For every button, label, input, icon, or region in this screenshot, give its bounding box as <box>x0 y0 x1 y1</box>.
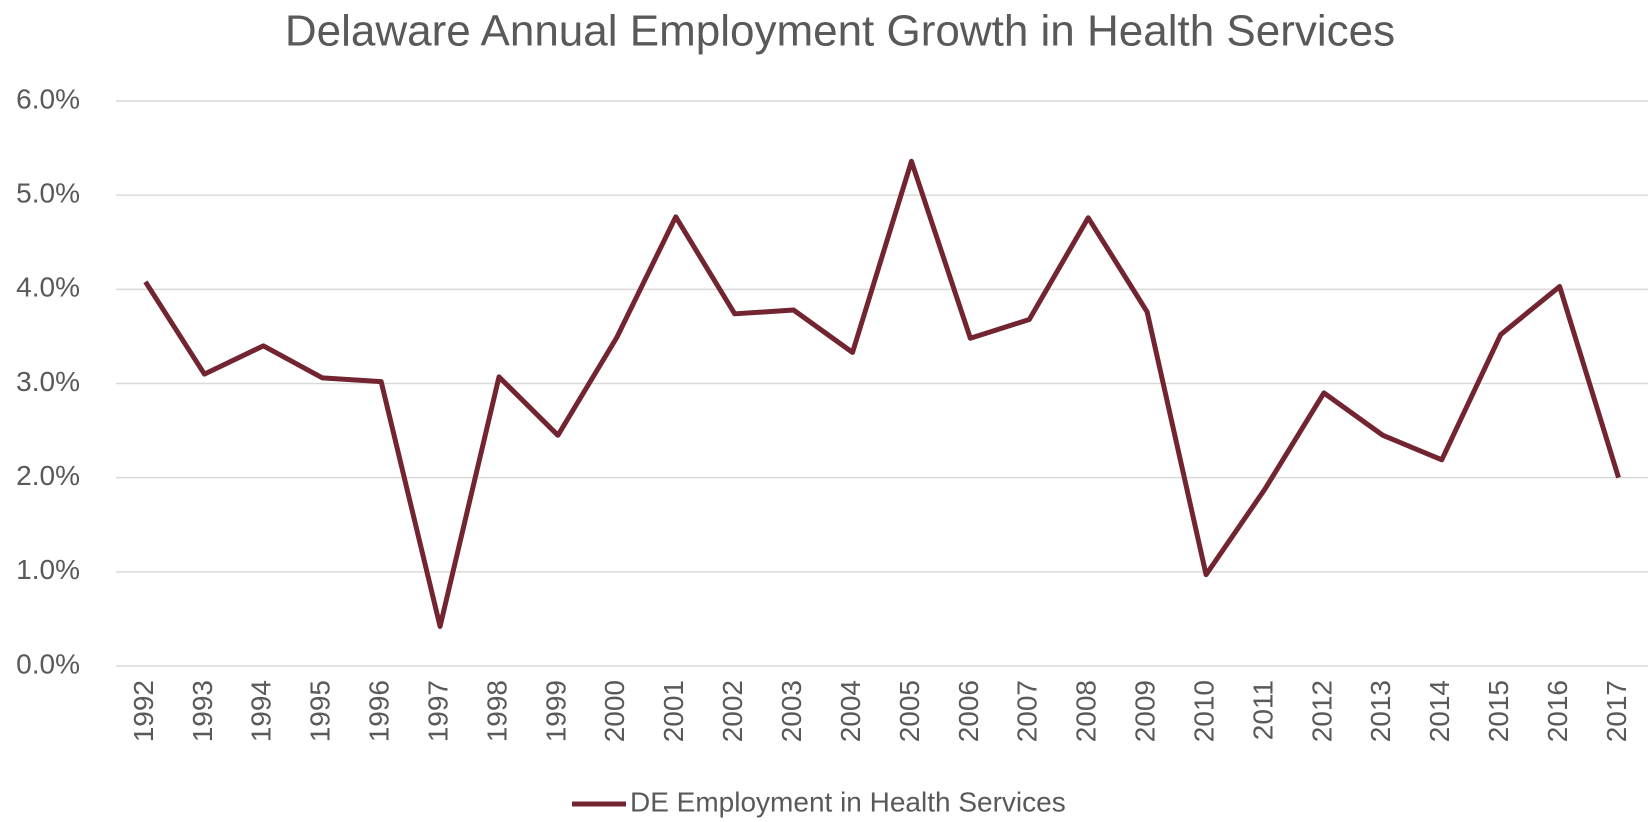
x-tick-label: 2013 <box>1365 680 1396 742</box>
legend-label: DE Employment in Health Services <box>630 786 1066 817</box>
x-tick-label: 1998 <box>481 680 512 742</box>
x-tick-label: 1996 <box>364 680 395 742</box>
y-tick-label: 2.0% <box>16 460 80 491</box>
x-tick-label: 2009 <box>1130 680 1161 742</box>
x-tick-label: 2011 <box>1247 680 1278 740</box>
x-tick-label: 2016 <box>1542 680 1573 742</box>
x-tick-label: 2003 <box>776 680 807 742</box>
x-tick-label: 2010 <box>1188 680 1219 742</box>
x-tick-label: 2007 <box>1012 680 1043 742</box>
x-tick-label: 1992 <box>128 680 159 742</box>
x-tick-label: 1993 <box>187 680 218 742</box>
x-tick-label: 2014 <box>1424 680 1455 742</box>
y-tick-label: 3.0% <box>16 366 80 397</box>
data-line <box>143 158 1621 629</box>
x-tick-label: 2008 <box>1071 680 1102 742</box>
x-tick-label: 2017 <box>1601 680 1632 742</box>
x-tick-label: 2015 <box>1483 680 1514 742</box>
y-tick-label: 4.0% <box>16 272 80 303</box>
y-tick-label: 5.0% <box>16 178 80 209</box>
x-tick-label: 1995 <box>305 680 336 742</box>
x-tick-label: 1999 <box>540 680 571 742</box>
x-tick-label: 2006 <box>953 680 984 742</box>
x-tick-label: 2005 <box>894 680 925 742</box>
x-tick-label: 2012 <box>1306 680 1337 742</box>
x-tick-label: 2002 <box>717 680 748 742</box>
x-tick-label: 2001 <box>658 680 689 742</box>
y-tick-label: 6.0% <box>16 83 80 114</box>
chart-title: Delaware Annual Employment Growth in Hea… <box>285 7 1395 56</box>
x-tick-label: 1994 <box>246 680 277 742</box>
x-tick-label: 1997 <box>422 680 453 742</box>
x-tick-label: 2000 <box>599 680 630 742</box>
y-tick-label: 1.0% <box>16 554 80 585</box>
y-tick-label: 0.0% <box>16 648 80 679</box>
x-tick-label: 2004 <box>835 680 866 742</box>
